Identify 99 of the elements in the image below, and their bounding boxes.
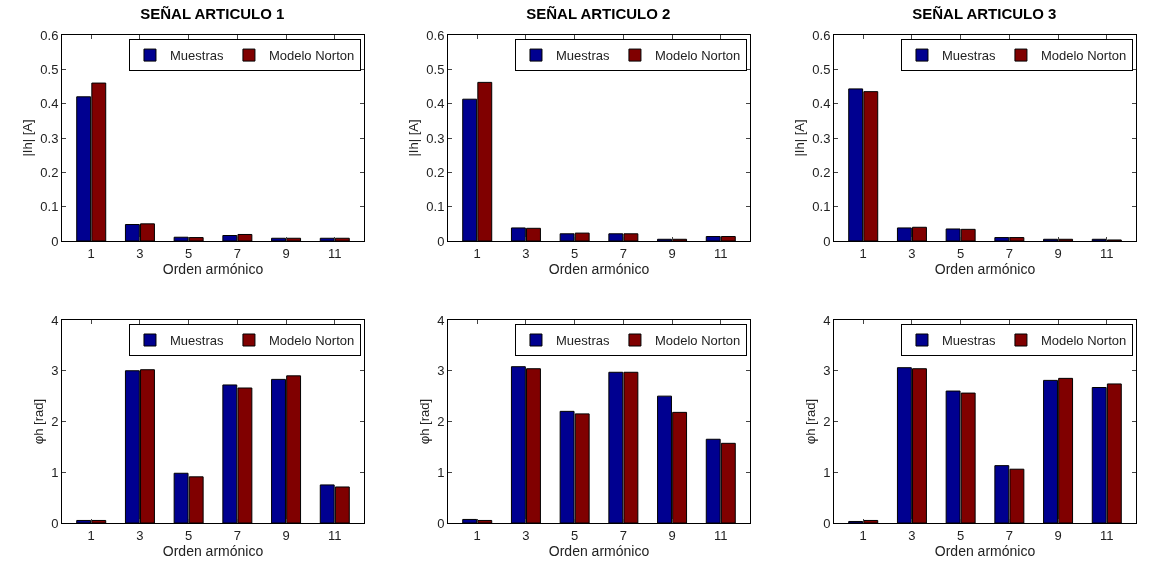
legend-label: Modelo Norton (268, 333, 355, 349)
y-tick-label: 0.2 (426, 164, 445, 180)
y-tick-label: 0.3 (812, 130, 831, 146)
x-tick-label: 3 (522, 527, 530, 543)
y-tick-label: 0 (437, 233, 445, 249)
x-tick-label: 5 (185, 527, 193, 543)
legend-label: Modelo Norton (1040, 333, 1127, 349)
y-tick-label: 1 (51, 464, 59, 480)
x-axis-title: Orden armónico (548, 542, 650, 559)
y-tick-label: 0.2 (812, 164, 831, 180)
legend-label: Modelo Norton (1040, 48, 1127, 64)
y-tick-label: 0.5 (426, 61, 445, 77)
y-tick-label: 0 (823, 515, 831, 531)
y-tick-label: 0.3 (40, 130, 59, 146)
chart-title: SEÑAL ARTICULO 1 (140, 5, 285, 23)
x-axis-title: Orden armónico (162, 260, 264, 277)
y-tick-label: 0.2 (40, 164, 59, 180)
y-tick-label: 1 (823, 464, 831, 480)
y-tick-label: 2 (437, 414, 445, 430)
x-tick-label: 7 (233, 527, 241, 543)
y-tick-label: 3 (437, 363, 445, 379)
x-tick-label: 5 (185, 245, 193, 261)
legend-label: Muestras (169, 48, 224, 64)
legend-label: Muestras (941, 333, 996, 349)
y-tick-label: 0.5 (40, 61, 59, 77)
x-tick-label: 9 (1054, 527, 1062, 543)
x-tick-label: 1 (859, 245, 867, 261)
x-tick-label: 1 (473, 527, 481, 543)
y-tick-label: 0.6 (812, 27, 831, 43)
y-tick-label: 0 (51, 515, 59, 531)
y-tick-label: 0 (437, 515, 445, 531)
x-tick-label: 7 (619, 527, 627, 543)
legend-label: Modelo Norton (654, 48, 741, 64)
x-tick-label: 3 (136, 245, 144, 261)
x-tick-label: 9 (668, 527, 676, 543)
x-tick-label: 1 (473, 245, 481, 261)
y-tick-label: 0.6 (426, 27, 445, 43)
x-tick-label: 11 (1100, 527, 1114, 543)
x-tick-label: 7 (233, 245, 241, 261)
x-tick-label: 5 (957, 527, 965, 543)
x-tick-label: 9 (282, 245, 290, 261)
y-tick-label: 0.4 (812, 96, 831, 112)
y-tick-label: 4 (823, 312, 831, 328)
x-tick-label: 1 (87, 527, 95, 543)
x-tick-label: 1 (87, 245, 95, 261)
y-tick-label: 2 (823, 414, 831, 430)
x-axis-title: Orden armónico (162, 542, 264, 559)
x-tick-label: 7 (1005, 527, 1013, 543)
y-tick-label: 0.1 (812, 199, 831, 215)
y-axis-title: φh [rad] (803, 398, 819, 445)
x-tick-label: 9 (1054, 245, 1062, 261)
y-tick-label: 3 (51, 363, 59, 379)
x-tick-label: 3 (908, 245, 916, 261)
y-tick-label: 0 (51, 233, 59, 249)
chart-title: SEÑAL ARTICULO 3 (912, 5, 1057, 23)
y-axis-title: |Ih| [A] (406, 119, 422, 157)
x-tick-label: 5 (571, 245, 579, 261)
y-tick-label: 0 (823, 233, 831, 249)
y-tick-label: 0.4 (40, 96, 59, 112)
y-tick-label: 3 (823, 363, 831, 379)
x-tick-label: 9 (668, 245, 676, 261)
y-tick-label: 0.5 (812, 61, 831, 77)
chart-title: SEÑAL ARTICULO 2 (526, 5, 671, 23)
x-axis-title: Orden armónico (548, 260, 650, 277)
y-tick-label: 0.6 (40, 27, 59, 43)
x-tick-label: 5 (957, 245, 965, 261)
y-tick-label: 4 (51, 312, 59, 328)
y-axis-title: φh [rad] (31, 398, 47, 445)
y-tick-label: 2 (51, 414, 59, 430)
x-tick-label: 3 (522, 245, 530, 261)
x-axis-title: Orden armónico (934, 542, 1036, 559)
x-tick-label: 5 (571, 527, 579, 543)
x-tick-label: 7 (1005, 245, 1013, 261)
y-tick-label: 0.3 (426, 130, 445, 146)
x-tick-label: 3 (908, 527, 916, 543)
y-tick-label: 1 (437, 464, 445, 480)
x-tick-label: 11 (328, 527, 342, 543)
x-tick-label: 3 (136, 527, 144, 543)
legend-label: Muestras (555, 333, 610, 349)
x-tick-label: 11 (714, 245, 728, 261)
legend-label: Muestras (941, 48, 996, 64)
x-axis-title: Orden armónico (934, 260, 1036, 277)
y-tick-label: 4 (437, 312, 445, 328)
y-axis-title: φh [rad] (417, 398, 433, 445)
y-tick-label: 0.1 (426, 199, 445, 215)
legend-label: Muestras (555, 48, 610, 64)
x-tick-label: 11 (328, 245, 342, 261)
legend-label: Muestras (169, 333, 224, 349)
x-tick-label: 11 (714, 527, 728, 543)
x-tick-label: 9 (282, 527, 290, 543)
y-axis-title: |Ih| [A] (792, 119, 808, 157)
x-tick-label: 11 (1100, 245, 1114, 261)
legend-label: Modelo Norton (268, 48, 355, 64)
x-tick-label: 7 (619, 245, 627, 261)
y-tick-label: 0.1 (40, 199, 59, 215)
y-tick-label: 0.4 (426, 96, 445, 112)
y-axis-title: |Ih| [A] (20, 119, 36, 157)
legend-label: Modelo Norton (654, 333, 741, 349)
x-tick-label: 1 (859, 527, 867, 543)
